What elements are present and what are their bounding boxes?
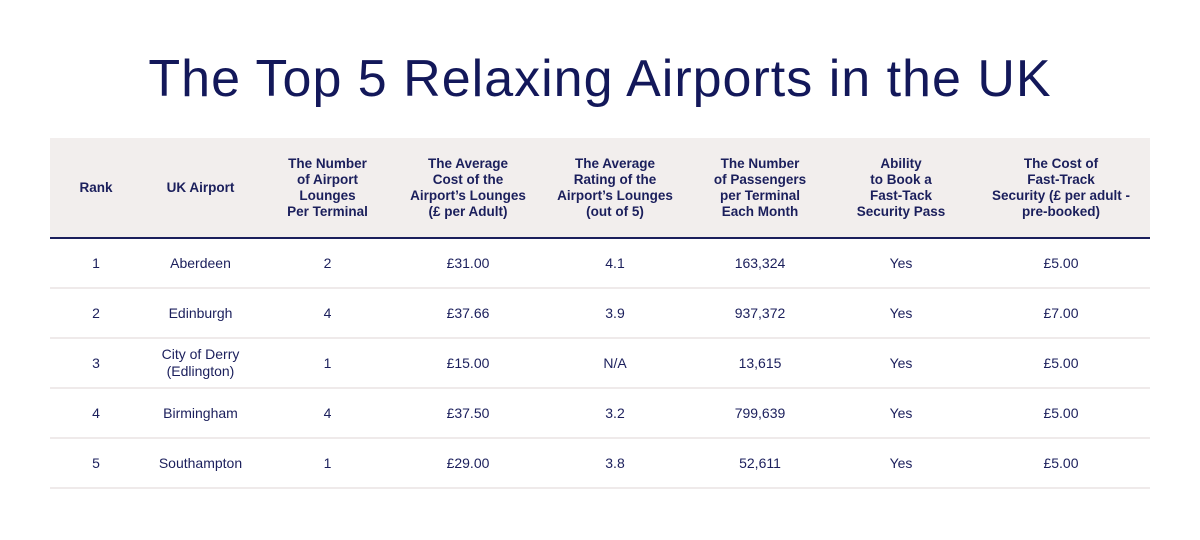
page-title: The Top 5 Relaxing Airports in the UK [148,50,1052,108]
cell-passengers-per-terminal: 799,639 [690,388,830,439]
cell-rank: 3 [50,338,142,389]
table-row: 5 Southampton 1 £29.00 3.8 52,611 Yes £5.00 [50,438,1150,489]
cell-passengers-per-terminal: 937,372 [690,288,830,339]
cell-fast-track-availability: Yes [830,438,972,489]
table-row: 3 City of Derry (Edlington) 1 £15.00 N/A 13,61… [50,338,1150,389]
cell-fast-track-cost: £7.00 [972,288,1150,339]
cell-average-lounge-cost: £31.00 [396,238,540,289]
cell-lounges-per-terminal: 1 [259,438,396,489]
cell-average-lounge-rating: 4.1 [540,238,690,289]
cell-average-lounge-rating: N/A [540,338,690,389]
header-row: Rank UK Airport The Number of Airport Lounge… [50,138,1150,239]
column-header-fast-track-availability: Ability to Book a Fast-Tack Security Pass [830,138,972,239]
cell-passengers-per-terminal: 52,611 [690,438,830,489]
cell-average-lounge-cost: £37.66 [396,288,540,339]
column-header-average-lounge-rating: The Average Rating of the Airport’s Lounge… [540,138,690,239]
cell-uk-airport: Edinburgh [142,288,259,339]
cell-average-lounge-cost: £29.00 [396,438,540,489]
cell-uk-airport: City of Derry (Edlington) [142,338,259,389]
cell-fast-track-availability: Yes [830,388,972,439]
column-header-lounges-per-terminal: The Number of Airport Lounges Per Terminal [259,138,396,239]
cell-fast-track-cost: £5.00 [972,238,1150,289]
column-header-rank: Rank [50,138,142,239]
table-row: 1 Aberdeen 2 £31.00 4.1 163,324 Yes £5.00 [50,238,1150,289]
cell-average-lounge-rating: 3.8 [540,438,690,489]
cell-fast-track-availability: Yes [830,288,972,339]
cell-uk-airport: Southampton [142,438,259,489]
cell-fast-track-availability: Yes [830,338,972,389]
cell-rank: 4 [50,388,142,439]
cell-rank: 2 [50,288,142,339]
table-body: 1 Aberdeen 2 £31.00 4.1 163,324 Yes £5.00 2 Edinb… [50,238,1150,489]
cell-uk-airport: Aberdeen [142,238,259,289]
cell-fast-track-cost: £5.00 [972,388,1150,439]
cell-lounges-per-terminal: 1 [259,338,396,389]
cell-average-lounge-cost: £37.50 [396,388,540,439]
cell-average-lounge-rating: 3.2 [540,388,690,439]
column-header-uk-airport: UK Airport [142,138,259,239]
cell-passengers-per-terminal: 163,324 [690,238,830,289]
column-header-average-lounge-cost: The Average Cost of the Airport’s Lounges(… [396,138,540,239]
cell-uk-airport: Birmingham [142,388,259,439]
cell-lounges-per-terminal: 2 [259,238,396,289]
table-row: 2 Edinburgh 4 £37.66 3.9 937,372 Yes £7.00 [50,288,1150,339]
cell-lounges-per-terminal: 4 [259,388,396,439]
cell-rank: 1 [50,238,142,289]
cell-lounges-per-terminal: 4 [259,288,396,339]
cell-average-lounge-cost: £15.00 [396,338,540,389]
table-row: 4 Birmingham 4 £37.50 3.2 799,639 Yes £5.00 [50,388,1150,439]
cell-fast-track-availability: Yes [830,238,972,289]
column-header-fast-track-cost: The Cost of Fast-Track Security (£ per adu… [972,138,1150,239]
cell-average-lounge-rating: 3.9 [540,288,690,339]
cell-fast-track-cost: £5.00 [972,438,1150,489]
cell-fast-track-cost: £5.00 [972,338,1150,389]
column-header-passengers-per-terminal: The Number of Passengers per Terminal Each … [690,138,830,239]
cell-passengers-per-terminal: 13,615 [690,338,830,389]
airports-table: Rank UK Airport The Number of Airport Lounge… [50,138,1150,489]
cell-rank: 5 [50,438,142,489]
